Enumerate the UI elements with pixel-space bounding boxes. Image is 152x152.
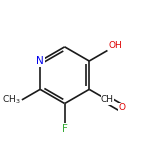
Text: F: F	[62, 124, 68, 134]
Text: O: O	[119, 104, 126, 112]
Text: CH: CH	[101, 95, 114, 104]
Text: N: N	[36, 56, 44, 66]
Text: OH: OH	[108, 41, 122, 50]
Text: CH$_3$: CH$_3$	[2, 94, 21, 106]
